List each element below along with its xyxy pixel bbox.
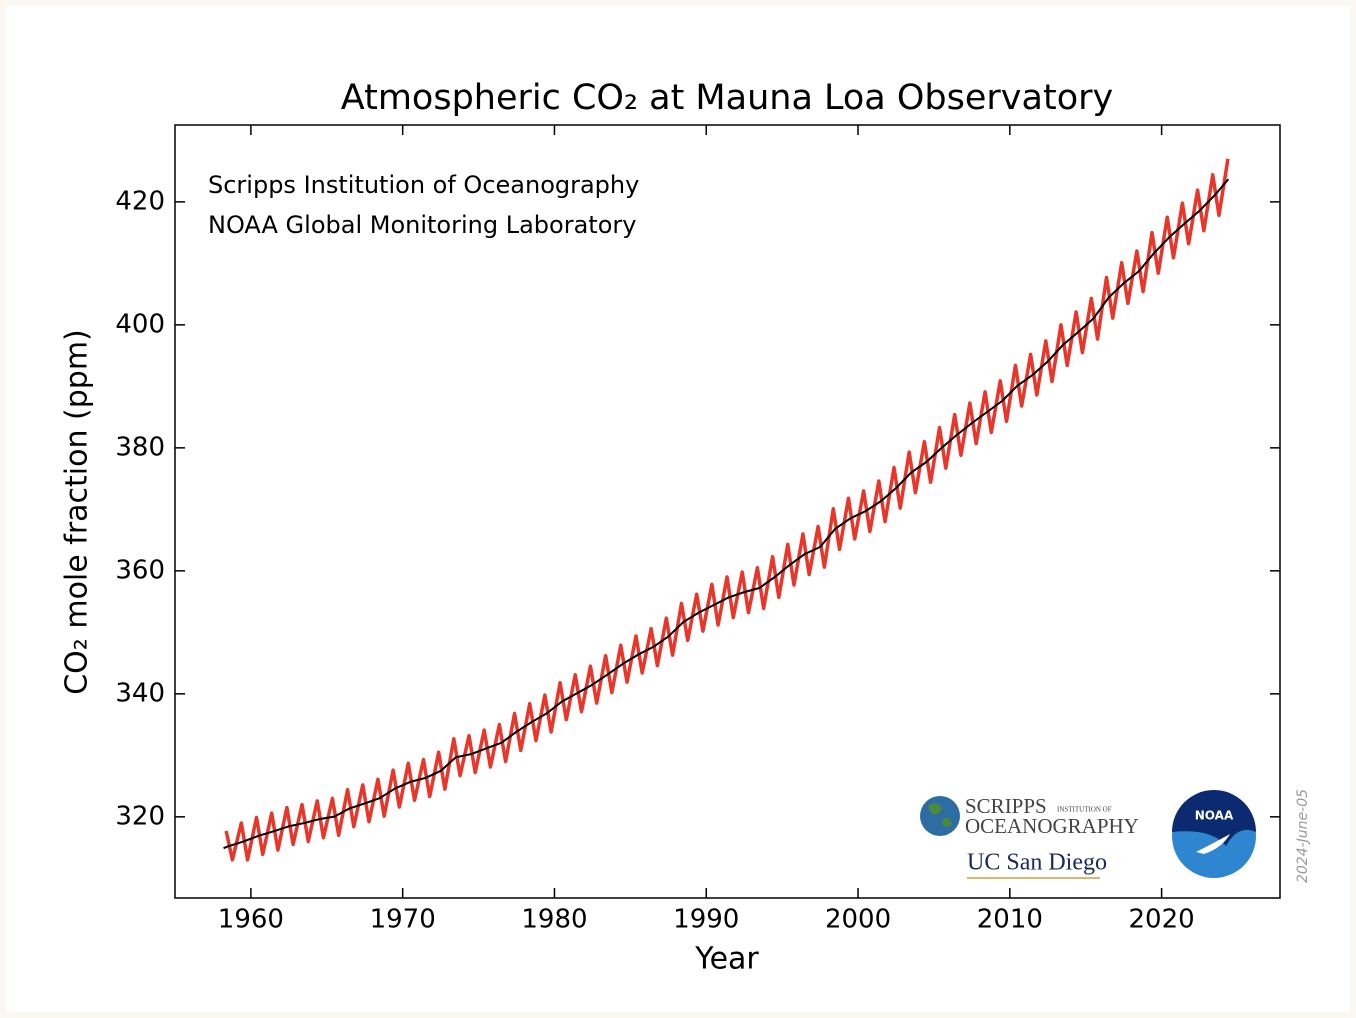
x-tick-label: 2020 [1129, 905, 1195, 935]
globe-land [928, 803, 952, 827]
y-tick-label: 340 [115, 678, 165, 708]
plot-frame [174, 124, 1281, 899]
noaa-top [1172, 790, 1256, 846]
noaa-logo: NOAA [1172, 790, 1256, 878]
date-stamp: 2024-June-05 [1295, 789, 1311, 883]
y-tick-label: 360 [115, 555, 165, 585]
page: Atmospheric CO₂ at Mauna Loa Observatory… [6, 6, 1350, 1012]
globe-icon [920, 796, 960, 836]
logo-text: INSTITUTION OF [1057, 806, 1112, 814]
chart-title: Atmospheric CO₂ at Mauna Loa Observatory [341, 78, 1113, 118]
x-tick-label: 1960 [218, 905, 284, 935]
x-tick-label: 1980 [521, 905, 587, 935]
annotation: NOAA Global Monitoring Laboratory [208, 211, 636, 239]
x-tick-label: 2010 [977, 905, 1043, 935]
logo-text: OCEANOGRAPHY [965, 814, 1139, 838]
y-tick-label: 320 [115, 801, 165, 831]
y-tick-label: 380 [115, 432, 165, 462]
annotation: Scripps Institution of Oceanography [208, 171, 639, 199]
scripps-logo: SCRIPPS INSTITUTION OF OCEANOGRAPHY UC S… [920, 794, 1139, 879]
x-tick-label: 1990 [673, 905, 739, 935]
data-line [224, 158, 1230, 862]
y-tick-label: 400 [115, 309, 165, 339]
y-axis-label: CO₂ mole fraction (ppm) [60, 329, 95, 695]
logo-text: NOAA [1195, 809, 1234, 823]
chart: Atmospheric CO₂ at Mauna Loa Observatory… [60, 78, 1312, 977]
logo-text: UC San Diego [967, 850, 1107, 876]
y-tick-label: 420 [115, 186, 165, 216]
x-tick-label: 1970 [370, 905, 436, 935]
logo-text: SCRIPPS [965, 794, 1047, 818]
x-axis-label: Year [694, 942, 759, 977]
noaa-bird [1196, 834, 1230, 854]
x-tick-label: 2000 [825, 905, 891, 935]
data-line [223, 178, 1230, 850]
